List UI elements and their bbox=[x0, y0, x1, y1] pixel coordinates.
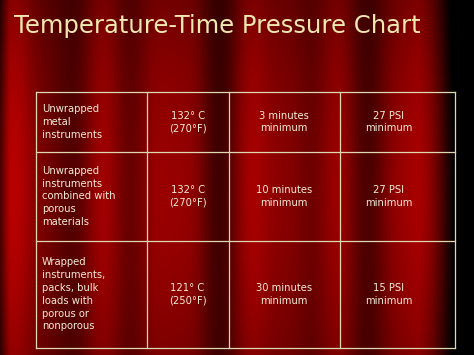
Text: 27 PSI
minimum: 27 PSI minimum bbox=[365, 185, 413, 208]
Text: Unwrapped
instruments
combined with
porous
materials: Unwrapped instruments combined with poro… bbox=[42, 166, 115, 227]
Text: 10 minutes
minimum: 10 minutes minimum bbox=[256, 185, 312, 208]
Text: 132° C
(270°F): 132° C (270°F) bbox=[169, 111, 207, 133]
Text: Unwrapped
metal
instruments: Unwrapped metal instruments bbox=[42, 104, 102, 140]
Text: Temperature-Time Pressure Chart: Temperature-Time Pressure Chart bbox=[14, 14, 421, 38]
Text: 27 PSI
minimum: 27 PSI minimum bbox=[365, 111, 413, 133]
Text: 132° C
(270°F): 132° C (270°F) bbox=[169, 185, 207, 208]
Text: 30 minutes
minimum: 30 minutes minimum bbox=[256, 283, 312, 306]
Text: 15 PSI
minimum: 15 PSI minimum bbox=[365, 283, 413, 306]
Text: 121° C
(250°F): 121° C (250°F) bbox=[169, 283, 207, 306]
Text: 3 minutes
minimum: 3 minutes minimum bbox=[259, 111, 309, 133]
Text: Wrapped
instruments,
packs, bulk
loads with
porous or
nonporous: Wrapped instruments, packs, bulk loads w… bbox=[42, 257, 105, 332]
